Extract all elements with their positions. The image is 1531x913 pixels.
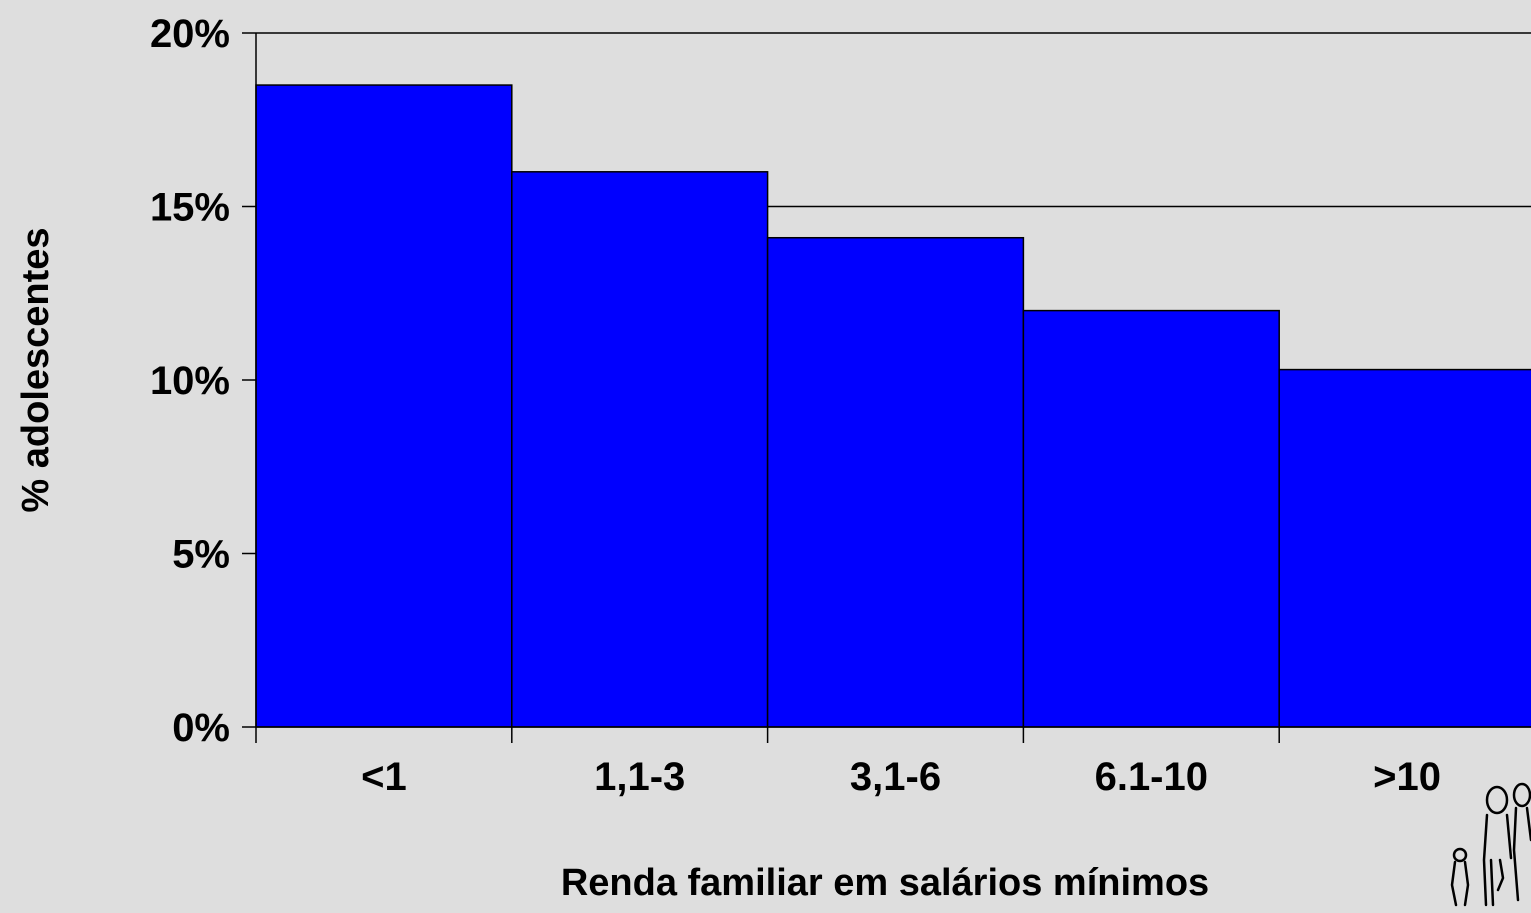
y-tick-label: 5% bbox=[172, 533, 230, 577]
bar-3 bbox=[1022, 309, 1280, 728]
x-tick-label: <1 bbox=[361, 755, 407, 799]
x-tick-label: 3,1-6 bbox=[850, 755, 941, 799]
x-tick-label: 1,1-3 bbox=[594, 755, 685, 799]
y-axis-title: % adolescentes bbox=[15, 227, 57, 512]
y-tick-label: 20% bbox=[150, 12, 230, 56]
bar-4 bbox=[1278, 368, 1531, 728]
x-tick-label: 6.1-10 bbox=[1095, 755, 1208, 799]
bar-2 bbox=[766, 236, 1025, 728]
x-tick-labels: <1 1,1-3 3,1-6 6.1-10 >10 bbox=[361, 755, 1441, 799]
x-axis-title: Renda familiar em salários mínimos bbox=[561, 862, 1209, 904]
y-tick-label: 0% bbox=[172, 706, 230, 750]
bar-0 bbox=[255, 84, 513, 728]
axes bbox=[242, 32, 1531, 743]
x-tick-label: >10 bbox=[1373, 755, 1441, 799]
y-tick-label: 15% bbox=[150, 186, 230, 230]
family-figures-icon bbox=[1450, 782, 1531, 907]
bars bbox=[255, 84, 1531, 728]
bar-1 bbox=[511, 171, 769, 728]
y-tick-labels: 0% 5% 10% 15% 20% bbox=[150, 12, 230, 750]
y-tick-label: 10% bbox=[150, 359, 230, 403]
